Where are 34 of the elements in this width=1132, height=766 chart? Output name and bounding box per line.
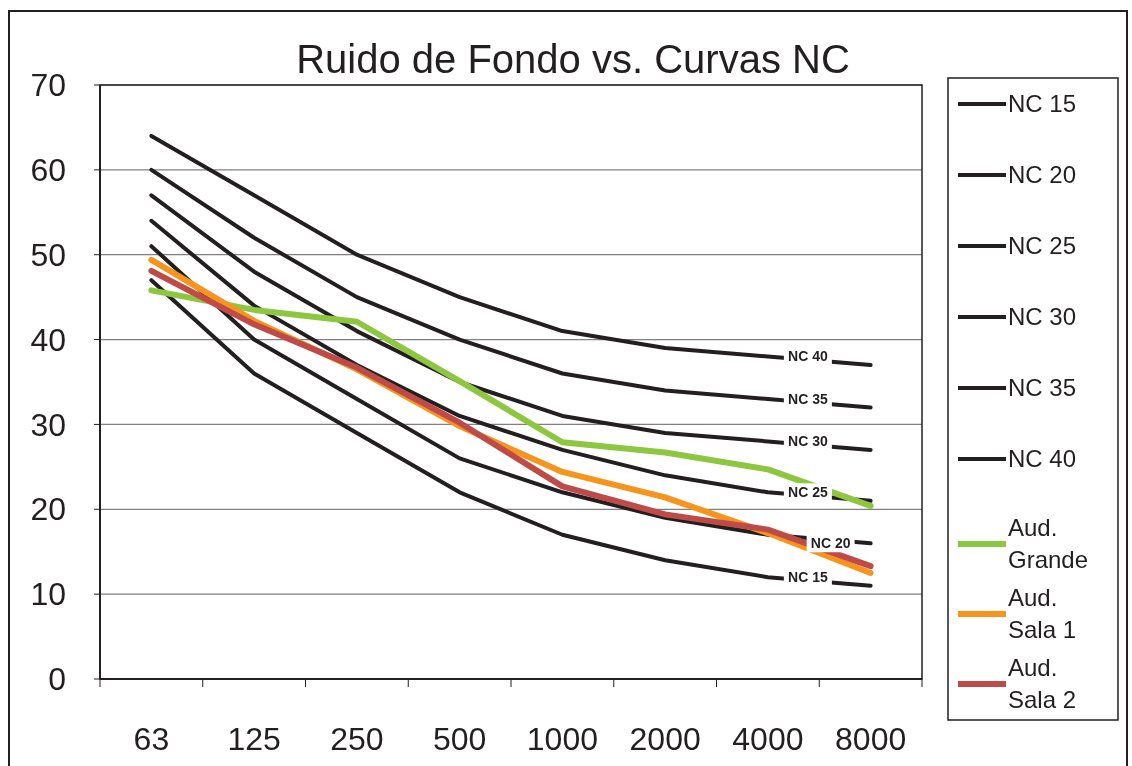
line-series — [149, 167, 873, 410]
x-tick-label: 250 — [330, 721, 384, 757]
legend-label: Aud. Sala 1 — [1008, 584, 1077, 644]
y-tick-label: 0 — [48, 661, 66, 698]
y-tick-label: 30 — [30, 406, 66, 443]
annotation: NC 40 — [788, 348, 828, 365]
x-tick-label: 4000 — [732, 721, 804, 757]
legend-label: NC 25 — [1008, 232, 1077, 260]
x-tick-label: 8000 — [835, 721, 907, 757]
x-tick-label: 125 — [227, 721, 281, 757]
y-tick-label: 50 — [30, 236, 66, 273]
legend-label: NC 20 — [1008, 161, 1077, 189]
annotation: NC 35 — [788, 390, 828, 407]
y-tick-label: 10 — [30, 576, 66, 613]
x-tick-label: 500 — [432, 721, 487, 757]
legend-label: NC 30 — [1008, 303, 1077, 331]
x-tick-label: 63 — [133, 721, 170, 757]
annotation: NC 20 — [810, 535, 851, 552]
y-tick-label: 20 — [30, 491, 66, 528]
annotation: NC 15 — [788, 569, 828, 586]
y-tick-label: 40 — [30, 321, 66, 358]
chart-title: Ruido de Fondo vs. Curvas NC — [296, 37, 850, 81]
x-tick-label: 1000 — [526, 721, 598, 757]
annotation: NC 25 — [788, 484, 828, 501]
legend-label: NC 35 — [1008, 374, 1077, 402]
legend-label: NC 15 — [1008, 90, 1077, 118]
line-series — [149, 133, 873, 368]
y-tick-label: 60 — [30, 152, 66, 189]
legend-label: NC 40 — [1008, 445, 1077, 473]
annotation: NC 30 — [788, 433, 828, 450]
legend-label: Aud. Grande — [1008, 514, 1089, 574]
y-tick-label: 70 — [30, 67, 66, 104]
legend-label: Aud. Sala 2 — [1008, 654, 1077, 714]
x-tick-label: 2000 — [629, 721, 701, 757]
